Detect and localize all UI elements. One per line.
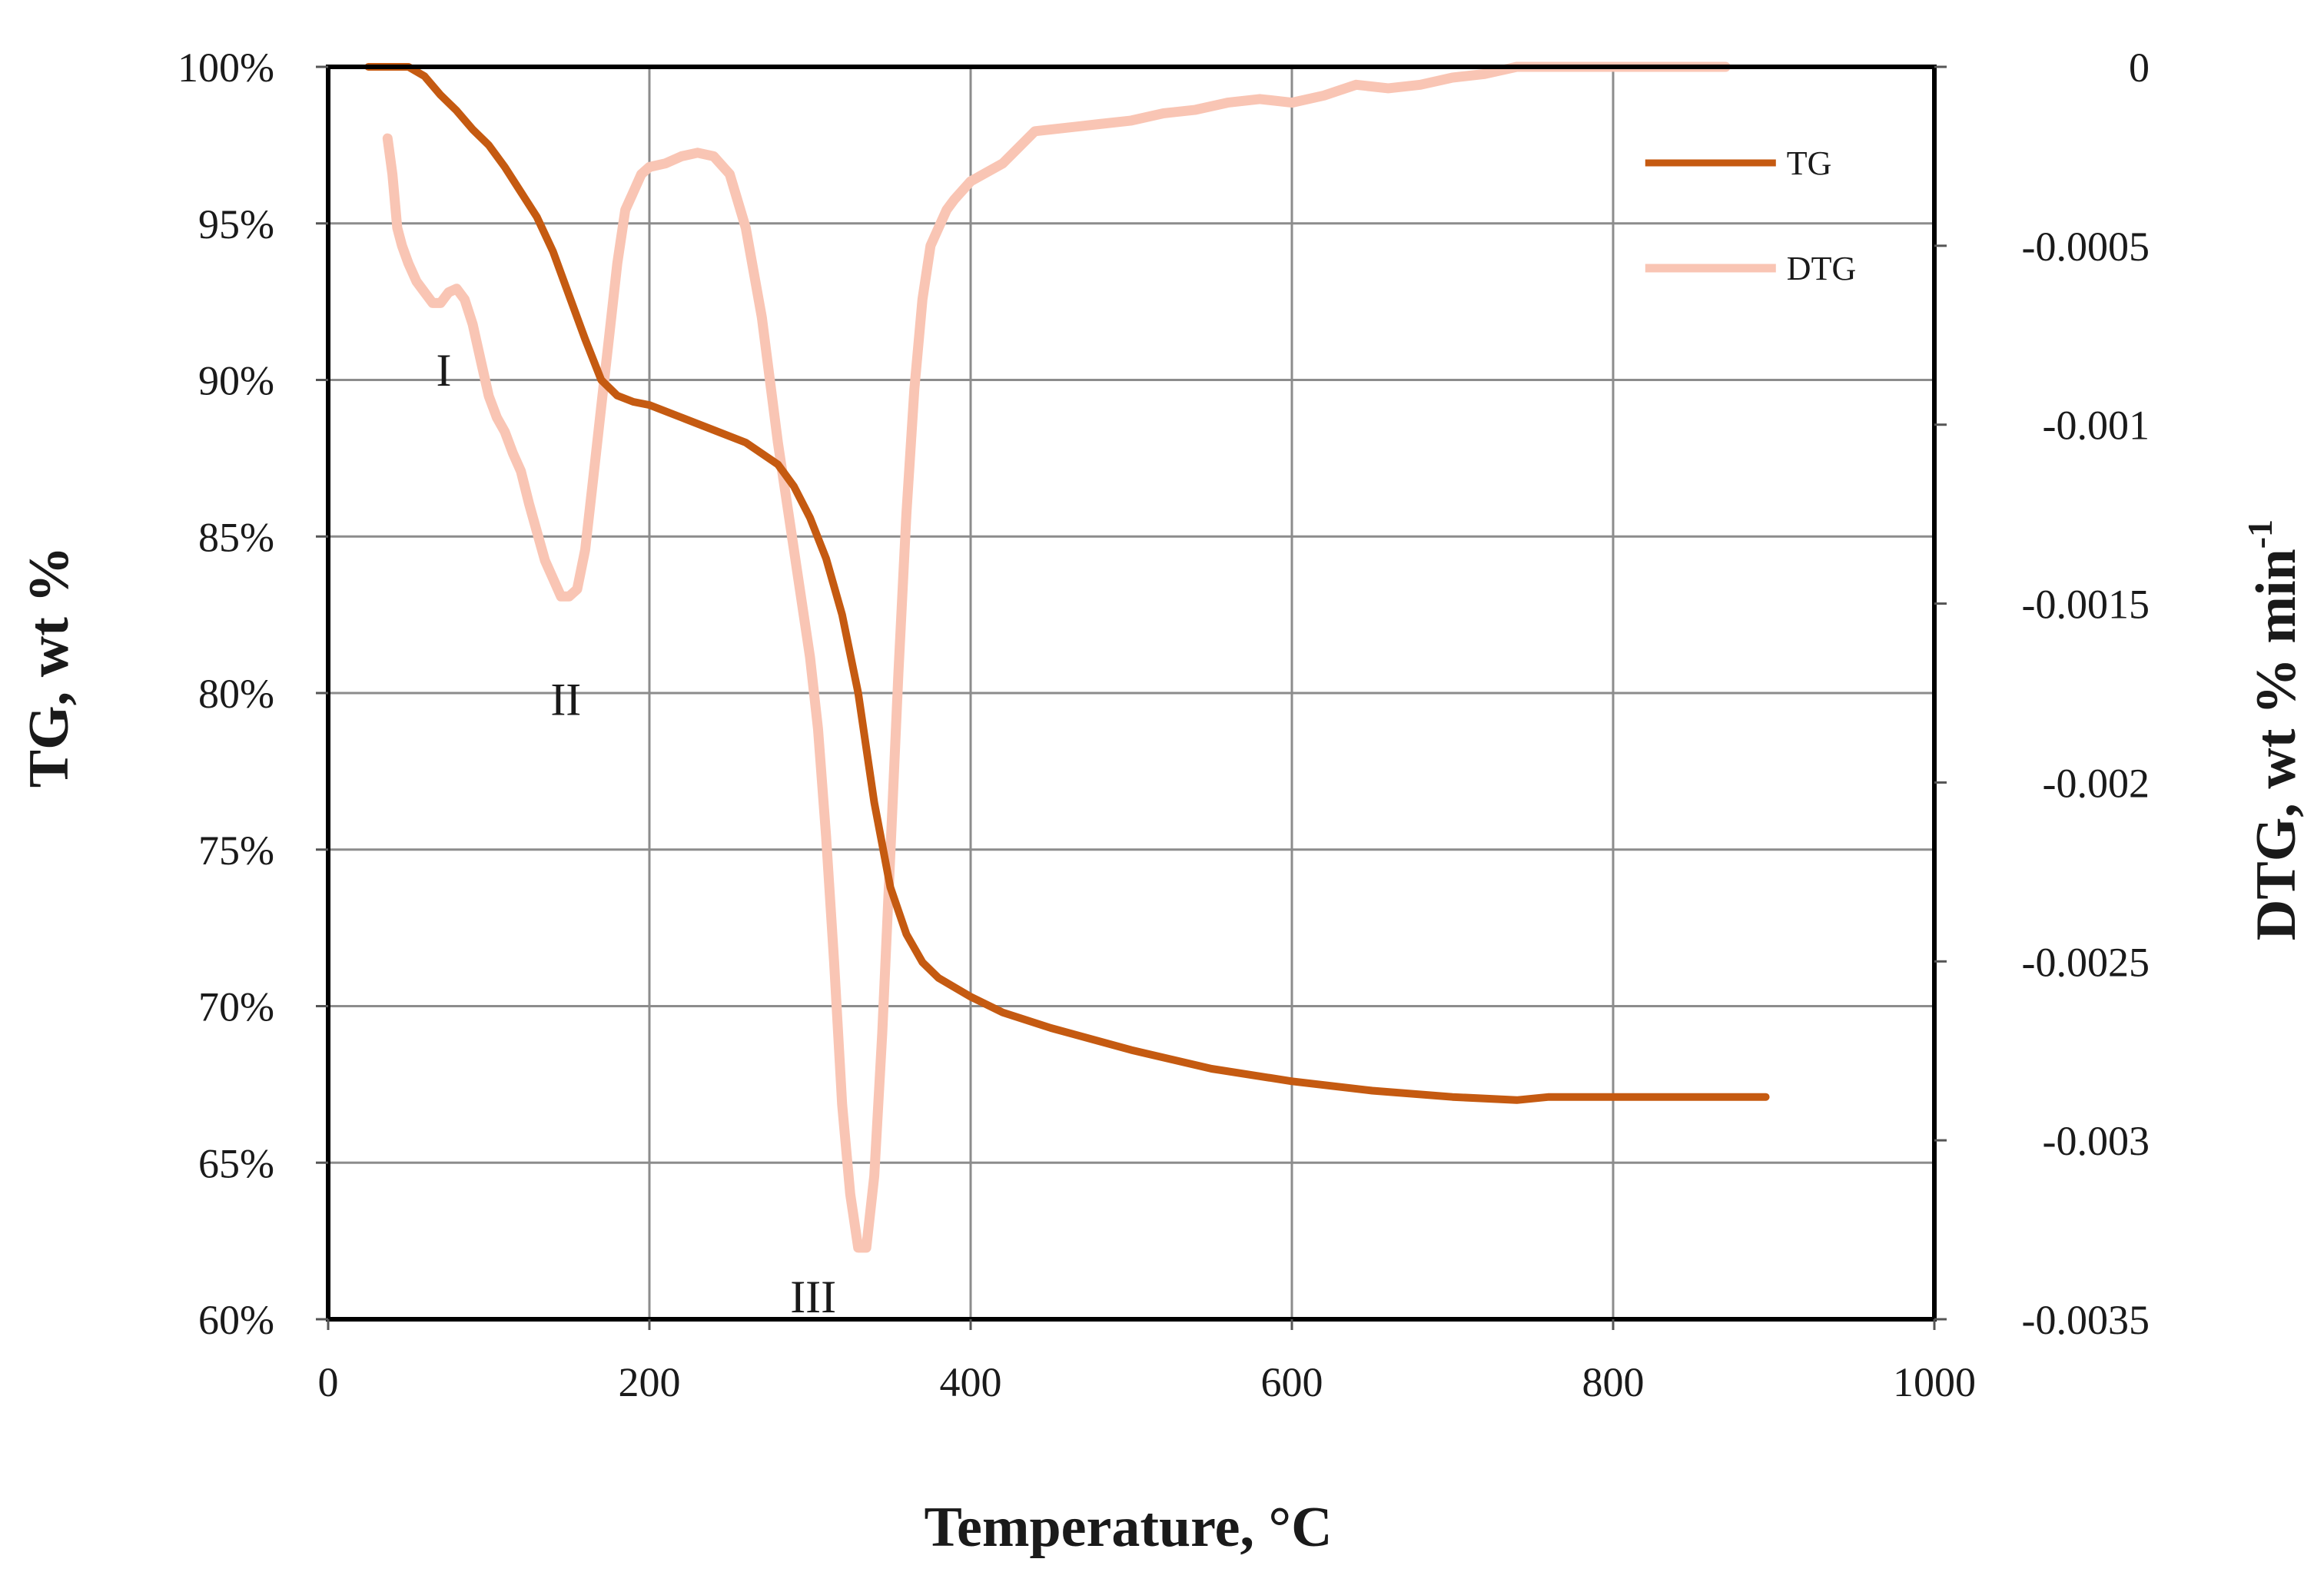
y-right-tick-label: -0.001 [2043,403,2150,449]
x-tick-label: 1000 [1893,1359,1976,1405]
y-left-tick-label: 95% [198,201,274,247]
y-right-tick-label: -0.0005 [2022,224,2150,270]
legend: TG DTG [1645,144,1856,287]
y-left-tick-label: 65% [198,1140,274,1186]
x-tick-label: 400 [940,1359,1002,1405]
right-axis-title-superscript: -1 [2240,519,2279,549]
x-tick-label: 200 [619,1359,681,1405]
x-tick-label: 0 [318,1359,339,1405]
y-left-tick-label: 85% [198,514,274,560]
y-right-tick-label: -0.0015 [2022,582,2150,628]
y-right-tick-label: -0.003 [2043,1118,2150,1164]
peak-label: I [436,345,451,396]
y-left-tick-label: 80% [198,671,274,717]
y-left-tick-label: 75% [198,828,274,874]
right-axis-title: DTG, wt % min-1 [2240,519,2308,940]
right-axis-title-main: DTG, wt % min [2245,549,2308,940]
legend-dtg-label: DTG [1787,250,1856,287]
y-right-tick-label: -0.0025 [2022,939,2150,985]
peak-label: III [790,1272,836,1322]
y-right-tick-label: 0 [2129,45,2150,91]
dtg-series-line [382,61,1731,1253]
y-left-tick-label: 70% [198,984,274,1030]
legend-tg-label: TG [1787,144,1832,182]
y-left-tick-label: 90% [198,358,274,404]
gridlines [328,67,1934,1319]
series-layer [364,61,1770,1253]
y-left-tick-label: 60% [198,1297,274,1343]
y-left-tick-label: 100% [178,45,274,91]
y-right-tick-label: -0.0035 [2022,1297,2150,1343]
x-tick-label: 600 [1261,1359,1323,1405]
axis-ticks: 0 200 400 600 800 1000 60% 65% 70% 75% 80% 85% 90% 95… [178,45,2150,1405]
peak-label: II [550,674,581,725]
tg-series-line [364,63,1770,1104]
left-axis-title: TG, wt % [18,546,81,788]
y-right-tick-label: -0.002 [2043,760,2150,806]
x-tick-label: 800 [1582,1359,1645,1405]
x-axis-title: Temperature, °C [924,1496,1332,1559]
